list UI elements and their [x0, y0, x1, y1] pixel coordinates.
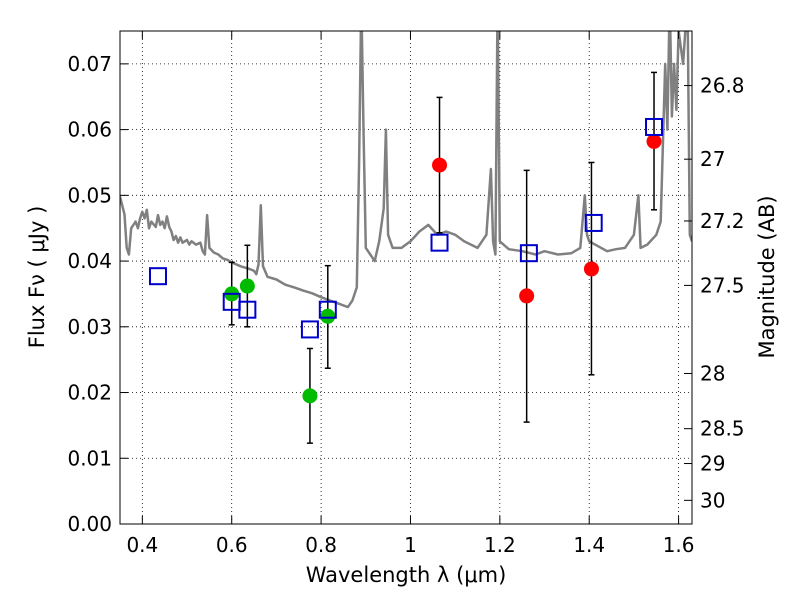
x-tick-label: 0.6 [216, 533, 248, 557]
blue-model-square [148, 267, 167, 286]
green-data-point [320, 308, 336, 324]
y-tick-label: 0.01 [67, 446, 112, 470]
green-data-point [302, 388, 318, 404]
red-data-point [583, 261, 599, 277]
blue-model-square [645, 117, 664, 136]
plot-frame [119, 30, 693, 525]
red-data-point [432, 157, 448, 173]
y-tick-label: 0.07 [67, 52, 112, 76]
red-data-point [519, 288, 535, 304]
blue-model-square [430, 233, 449, 252]
x-tick-label: 1.6 [663, 533, 695, 557]
y-tick-label: 0.05 [67, 183, 112, 207]
right-tick-label: 30 [700, 488, 725, 512]
right-tick-label: 29 [700, 452, 725, 476]
y-tick-label: 0.00 [67, 512, 112, 536]
green-data-point [239, 278, 255, 294]
model-spectrum-line [120, 31, 692, 309]
right-tick-label: 28.5 [700, 417, 745, 441]
right-tick-label: 27.2 [700, 209, 745, 233]
x-tick-label: 1.4 [573, 533, 605, 557]
right-tick-label: 27.5 [700, 273, 745, 297]
x-tick-label: 0.8 [305, 533, 337, 557]
right-tick-label: 28 [700, 361, 725, 385]
y-tick-label: 0.04 [67, 249, 112, 273]
x-tick-label: 0.4 [126, 533, 158, 557]
model-spectrum-layer [120, 31, 692, 309]
data-markers-layer [148, 117, 664, 404]
x-tick-label: 1.2 [484, 533, 516, 557]
y-axis-label: Flux Fν ( μJy ) [25, 206, 49, 349]
y-tick-label: 0.03 [67, 315, 112, 339]
axis-ticks: 0.4 0.6 0.8 1 1.2 1.4 1.6 0.00 0.01 0.02 0.03 0.04 0… [67, 31, 745, 557]
x-axis-label: Wavelength λ (μm) [306, 563, 507, 587]
blue-model-square [238, 300, 257, 319]
right-tick-label: 27 [700, 147, 725, 171]
y-tick-label: 0.02 [67, 381, 112, 405]
blue-model-square [584, 213, 603, 232]
x-tick-label: 1 [404, 533, 417, 557]
y-tick-label: 0.06 [67, 118, 112, 142]
blue-model-square [318, 300, 337, 319]
red-data-point [646, 133, 662, 149]
plot-area [120, 31, 692, 524]
right-tick-label: 26.8 [700, 74, 745, 98]
blue-model-square [519, 244, 538, 263]
blue-model-square [300, 320, 319, 339]
y-axis-right-label: Magnitude (AB) [755, 195, 779, 358]
